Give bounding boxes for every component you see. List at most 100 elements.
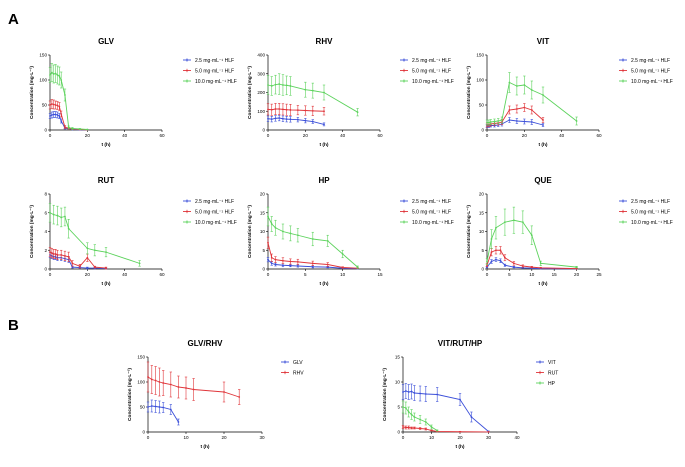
legend-label: 10.0 mg·mL⁻¹ HLF — [412, 220, 454, 226]
legend-marker — [403, 221, 405, 223]
series-line — [267, 216, 358, 268]
series-10-0-mg-ml-hlf — [48, 63, 89, 131]
x-tick-label: 20 — [85, 272, 91, 277]
legend-entry: 5.0 mg·mL⁻¹ HLF — [183, 209, 234, 215]
data-point — [154, 405, 157, 408]
data-point — [436, 429, 439, 432]
legend-label: 10.0 mg·mL⁻¹ HLF — [195, 79, 237, 85]
data-point — [575, 266, 578, 269]
data-point — [50, 103, 53, 105]
data-point — [267, 241, 269, 244]
legend-entry: 2.5 mg·mL⁻¹ HLF — [400, 58, 451, 64]
y-tick-label: 5 — [262, 248, 265, 253]
data-point — [419, 418, 421, 421]
y-tick-label: 100 — [137, 380, 145, 385]
legend-label: 10.0 mg·mL⁻¹ HLF — [631, 220, 673, 226]
data-point — [56, 104, 59, 107]
data-point — [56, 114, 59, 116]
x-tick-label: 5 — [304, 272, 307, 277]
chart-title: VIT/RUT/HP — [438, 339, 483, 348]
x-tick-label: 10 — [529, 272, 535, 277]
data-point — [56, 214, 59, 217]
data-point — [512, 262, 515, 265]
data-point — [282, 117, 284, 120]
legend-entry: 5.0 mg·mL⁻¹ HLF — [619, 68, 670, 74]
data-point — [282, 230, 284, 233]
legend-label: 2.5 mg·mL⁻¹ HLF — [195, 199, 234, 205]
y-tick-label: 10 — [479, 229, 485, 234]
y-tick-label: 150 — [137, 355, 145, 360]
chart-que: QUE 0 5 10 15 20 25 0 5 10 15 20 t (h) Concentration … — [466, 176, 673, 287]
legend-entry: 5.0 mg·mL⁻¹ HLF — [183, 68, 234, 74]
legend-label: HP — [548, 381, 556, 387]
data-point — [495, 249, 497, 252]
x-tick-label: 25 — [596, 272, 602, 277]
x-axis-label: t (h) — [538, 142, 547, 148]
data-point — [147, 376, 149, 378]
data-point — [419, 427, 421, 430]
chart-vit: VIT 0 20 40 60 0 50 100 150 t (h) Concentration (m… — [466, 37, 673, 148]
data-point — [71, 262, 74, 265]
x-axis-label: t (h) — [101, 142, 110, 148]
data-point — [459, 398, 461, 401]
data-point — [542, 94, 544, 96]
data-point — [490, 260, 493, 263]
legend-marker — [403, 80, 405, 82]
data-point — [270, 118, 273, 121]
series-10-0-mg-ml-hlf — [485, 206, 578, 269]
data-point — [49, 104, 51, 106]
legend-marker — [403, 210, 405, 213]
data-point — [504, 221, 506, 224]
data-point — [356, 111, 359, 114]
y-tick-label: 2 — [44, 248, 47, 253]
legend-entry: 10.0 mg·mL⁻¹ HLF — [400, 79, 454, 85]
chart-title: HP — [318, 176, 330, 185]
data-point — [177, 386, 180, 388]
y-tick-label: 100 — [257, 109, 265, 114]
data-point — [169, 408, 172, 411]
data-point — [93, 266, 96, 269]
data-point — [413, 427, 416, 429]
data-point — [50, 252, 53, 254]
x-tick-label: 40 — [340, 133, 346, 138]
x-axis-label: t (h) — [200, 444, 209, 450]
data-point — [67, 126, 70, 129]
y-tick-label: 15 — [479, 210, 485, 215]
data-point — [223, 391, 225, 393]
series-rut — [401, 425, 490, 433]
y-axis-label: Concentration (mg·L⁻¹) — [29, 205, 35, 258]
data-point — [154, 379, 157, 382]
x-tick-label: 30 — [486, 435, 492, 440]
data-point — [323, 91, 325, 94]
data-point — [274, 258, 277, 261]
data-point — [150, 405, 153, 407]
legend-label: 2.5 mg·mL⁻¹ HLF — [195, 58, 234, 64]
data-point — [326, 239, 329, 242]
chart-rhv: RHV 0 20 40 60 0 100 200 300 400 t (h) Concentratio… — [247, 37, 454, 148]
chart-title: RUT — [98, 176, 115, 185]
data-point — [430, 426, 433, 428]
legend-label: VIT — [548, 360, 556, 366]
y-tick-label: 150 — [39, 53, 47, 58]
legend-marker — [622, 59, 624, 61]
series-line — [402, 390, 489, 432]
y-tick-label: 0 — [44, 267, 47, 272]
data-point — [304, 88, 307, 91]
y-tick-label: 15 — [260, 210, 266, 215]
y-tick-label: 0 — [142, 430, 145, 435]
data-point — [504, 256, 506, 259]
data-point — [274, 83, 277, 86]
data-point — [285, 118, 288, 121]
data-point — [402, 406, 404, 408]
x-tick-label: 60 — [377, 133, 383, 138]
data-point — [424, 428, 427, 430]
y-tick-label: 400 — [257, 53, 265, 58]
data-point — [86, 128, 89, 131]
y-tick-label: 5 — [481, 248, 484, 253]
data-point — [278, 108, 281, 110]
legend-marker — [284, 361, 286, 363]
data-point — [523, 106, 526, 109]
legend-entry: 2.5 mg·mL⁻¹ HLF — [619, 199, 670, 205]
data-point — [289, 260, 292, 263]
data-point — [267, 108, 269, 111]
